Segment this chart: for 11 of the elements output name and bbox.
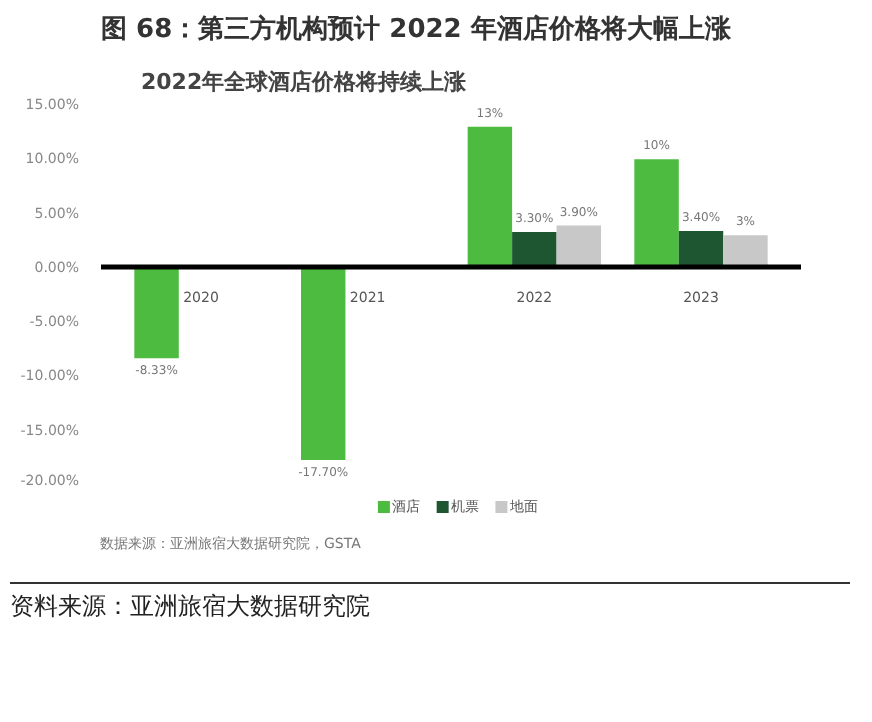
- bar: [723, 235, 768, 268]
- bar: [678, 230, 724, 268]
- bar: [556, 225, 601, 268]
- bar: [512, 232, 557, 268]
- text: 资料来源：亚洲旅宿大数据研究院: [10, 590, 370, 624]
- bar: [634, 159, 679, 268]
- chart-subtitle: 2022年全球酒店价格将持续上涨: [141, 69, 469, 95]
- chart-title: 图 68：第三方机构预计 2022 年酒店价格将大幅上涨: [101, 13, 733, 45]
- bar: [467, 126, 513, 268]
- bar: [301, 267, 346, 461]
- bar: [134, 267, 179, 359]
